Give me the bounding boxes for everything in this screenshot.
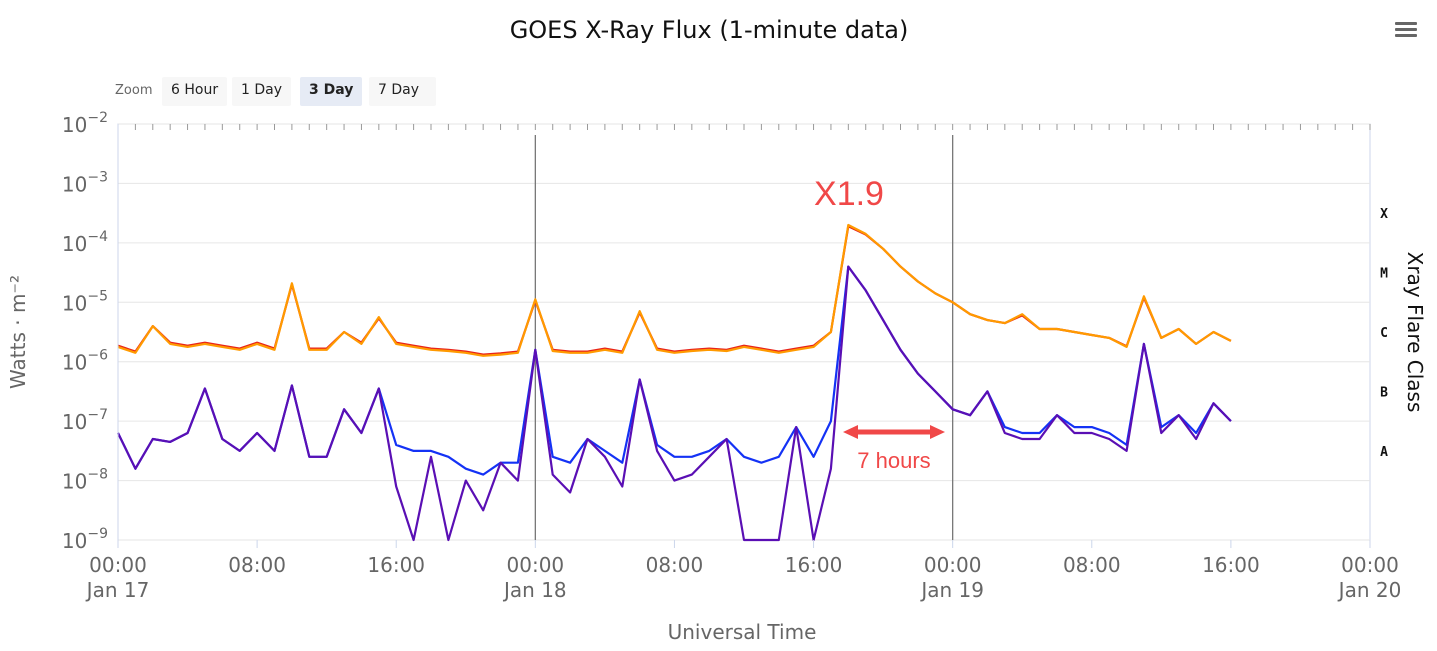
y-tick-label: 10−6	[62, 348, 108, 375]
zoom-7-day-button[interactable]: 7 Day	[369, 77, 436, 106]
x-tick-time: 16:00	[367, 553, 425, 577]
x-tick-time: 08:00	[1063, 553, 1121, 577]
flare-annotation: X1.9	[814, 175, 884, 213]
x-tick-time: 08:00	[646, 553, 704, 577]
hamburger-menu-icon[interactable]	[1395, 22, 1417, 40]
x-tick-time: 08:00	[228, 553, 286, 577]
y-tick-label: 10−2	[62, 110, 108, 137]
x-axis-title: Universal Time	[668, 620, 817, 644]
x-tick-date: Jan 17	[85, 578, 150, 602]
duration-arrow	[843, 425, 945, 439]
flare-class-label: X	[1380, 207, 1388, 222]
y-tick-label: 10−9	[62, 526, 108, 553]
y-tick-label: 10−7	[62, 407, 108, 434]
y-tick-label: 10−5	[62, 288, 108, 315]
duration-annotation: 7 hours	[857, 448, 930, 473]
flare-class-label: A	[1380, 445, 1388, 460]
x-tick-date: Jan 18	[502, 578, 567, 602]
y-tick-label: 10−4	[62, 229, 108, 256]
x-tick-date: Jan 19	[919, 578, 984, 602]
y-tick-label: 10−3	[62, 169, 108, 196]
series-line-short-primary	[117, 265, 1232, 542]
zoom-1-day-button[interactable]: 1 Day	[232, 77, 292, 106]
x-tick-date: Jan 20	[1337, 578, 1402, 602]
x-tick-time: 00:00	[507, 553, 565, 577]
zoom-label: Zoom	[115, 83, 153, 98]
x-tick-time: 00:00	[1341, 553, 1399, 577]
x-tick-time: 16:00	[785, 553, 843, 577]
chart-title: GOES X-Ray Flux (1-minute data)	[510, 16, 909, 44]
y2-axis-title: Xray Flare Class	[1403, 252, 1427, 413]
zoom-6-hour-button[interactable]: 6 Hour	[162, 77, 228, 106]
flare-class-label: B	[1380, 385, 1388, 400]
y-tick-label: 10−8	[62, 467, 108, 494]
x-tick-time: 16:00	[1202, 553, 1260, 577]
y-axis-title: Watts · m⁻²	[6, 275, 30, 389]
zoom-3-day-button[interactable]: 3 Day	[300, 77, 363, 106]
series-line-long-primary	[117, 223, 1232, 357]
flare-class-label: M	[1380, 267, 1388, 282]
x-tick-time: 00:00	[924, 553, 982, 577]
flare-class-label: C	[1380, 326, 1388, 341]
series-line-short-secondary	[117, 265, 1232, 476]
series-line-long-secondary	[117, 225, 1232, 356]
x-tick-time: 00:00	[89, 553, 147, 577]
